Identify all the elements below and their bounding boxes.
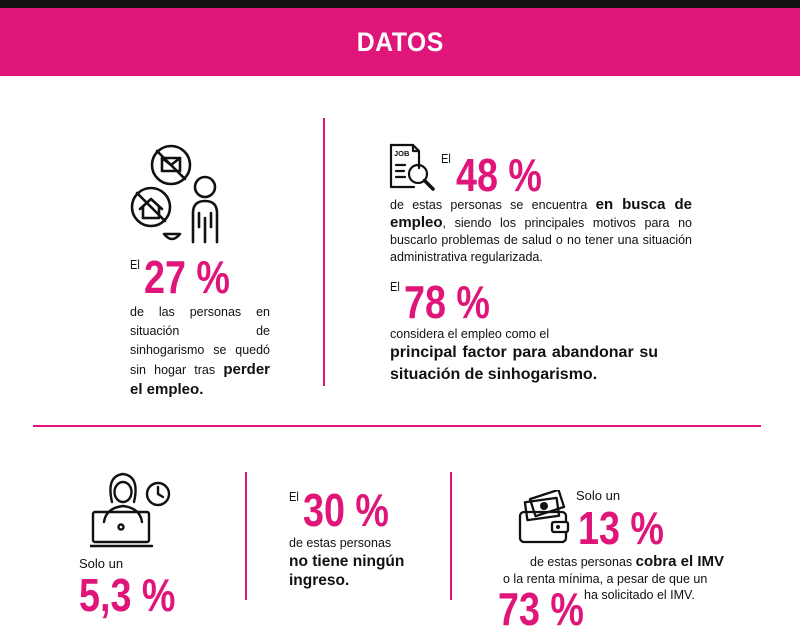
- stat-78-text-normal: considera el empleo como el: [390, 327, 550, 341]
- horizontal-divider: [33, 425, 761, 427]
- stat-78-prefix: El: [390, 279, 400, 294]
- stat-48-prefix: El: [441, 151, 451, 166]
- stat-13-text-bold: cobra el IMV: [635, 553, 724, 570]
- stat-27-text: de las personas en situación de sinhogar…: [130, 303, 270, 400]
- stat-13-partial-value: 73 %: [498, 583, 584, 635]
- stat-30-prefix: El: [289, 489, 299, 504]
- vertical-divider: [323, 118, 325, 386]
- stat-30-text-bold: no tiene ningún ingreso.: [289, 553, 405, 589]
- stat-30-text-normal: de estas personas: [289, 536, 392, 550]
- stat-13-prefix: Solo un: [576, 488, 621, 503]
- stat-27-text-normal: de las personas en situación de sinhogar…: [130, 305, 270, 377]
- homeless-person-icon: [126, 143, 226, 247]
- wallet-money-icon: [518, 490, 574, 546]
- stat-30-value: 30 %: [303, 484, 389, 536]
- stat-48-text: de estas personas se encuentra en busca …: [390, 196, 692, 266]
- stat-13-text-after: o la renta mínima, a pesar de que un: [503, 572, 708, 586]
- remote-worker-clock-icon: [90, 472, 174, 550]
- stat-13-text-before: de estas personas: [530, 555, 633, 569]
- stat-13-text: de estas personas cobra el IMV: [504, 553, 724, 571]
- stat-78-value: 78 %: [404, 276, 490, 328]
- vertical-divider: [245, 472, 247, 600]
- stat-27-prefix: El: [130, 257, 140, 272]
- stat-48-text-after: , siendo los principales motivos para no…: [390, 216, 692, 264]
- top-border: [0, 0, 800, 8]
- stat-48-value: 48 %: [456, 149, 542, 201]
- stat-27-value: 27 %: [144, 251, 230, 303]
- page-title: DATOS: [356, 26, 444, 57]
- vertical-divider: [450, 472, 452, 600]
- job-icon-label: JOB: [394, 149, 410, 158]
- stat-48-text-before: de estas personas se encuentra: [390, 198, 588, 212]
- stat-5-prefix: Solo un: [79, 556, 124, 571]
- stat-13-text-last: ha solicitado el IMV.: [584, 588, 695, 602]
- stat-78-text-bold: principal factor para abandonar su situa…: [390, 344, 658, 383]
- stat-48-text-bold: en busca de empleo: [390, 196, 692, 231]
- stat-13-value: 13 %: [578, 502, 664, 554]
- stat-5-value: 5,3 %: [79, 569, 176, 621]
- header-banner: DATOS: [0, 8, 800, 76]
- stat-27-text-bold: perder el empleo.: [130, 361, 270, 398]
- job-search-icon: JOB: [388, 143, 436, 191]
